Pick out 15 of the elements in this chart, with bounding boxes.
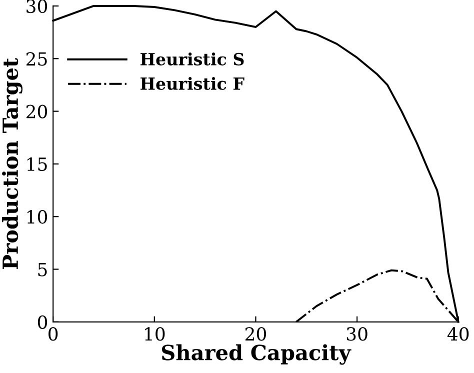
x-tick-label: 40: [447, 327, 469, 341]
x-tick-label: 10: [145, 327, 165, 341]
x-tick-label: 30: [346, 327, 368, 341]
y-tick-label: 5: [38, 262, 47, 276]
y-axis-title: Production Target: [2, 58, 22, 270]
x-tick-label: 0: [48, 327, 58, 341]
x-axis-title: Shared Capacity: [162, 344, 352, 365]
y-tick-label: 15: [27, 157, 47, 172]
legend-label: Heuristic S: [140, 52, 244, 66]
y-tick-label: 25: [26, 52, 47, 66]
y-tick-label: 0: [38, 315, 48, 330]
x-tick-label: 20: [245, 327, 266, 341]
y-tick-label: 10: [27, 210, 48, 224]
legend-label: Heuristic F: [140, 77, 244, 90]
y-tick-label: 20: [26, 104, 48, 118]
